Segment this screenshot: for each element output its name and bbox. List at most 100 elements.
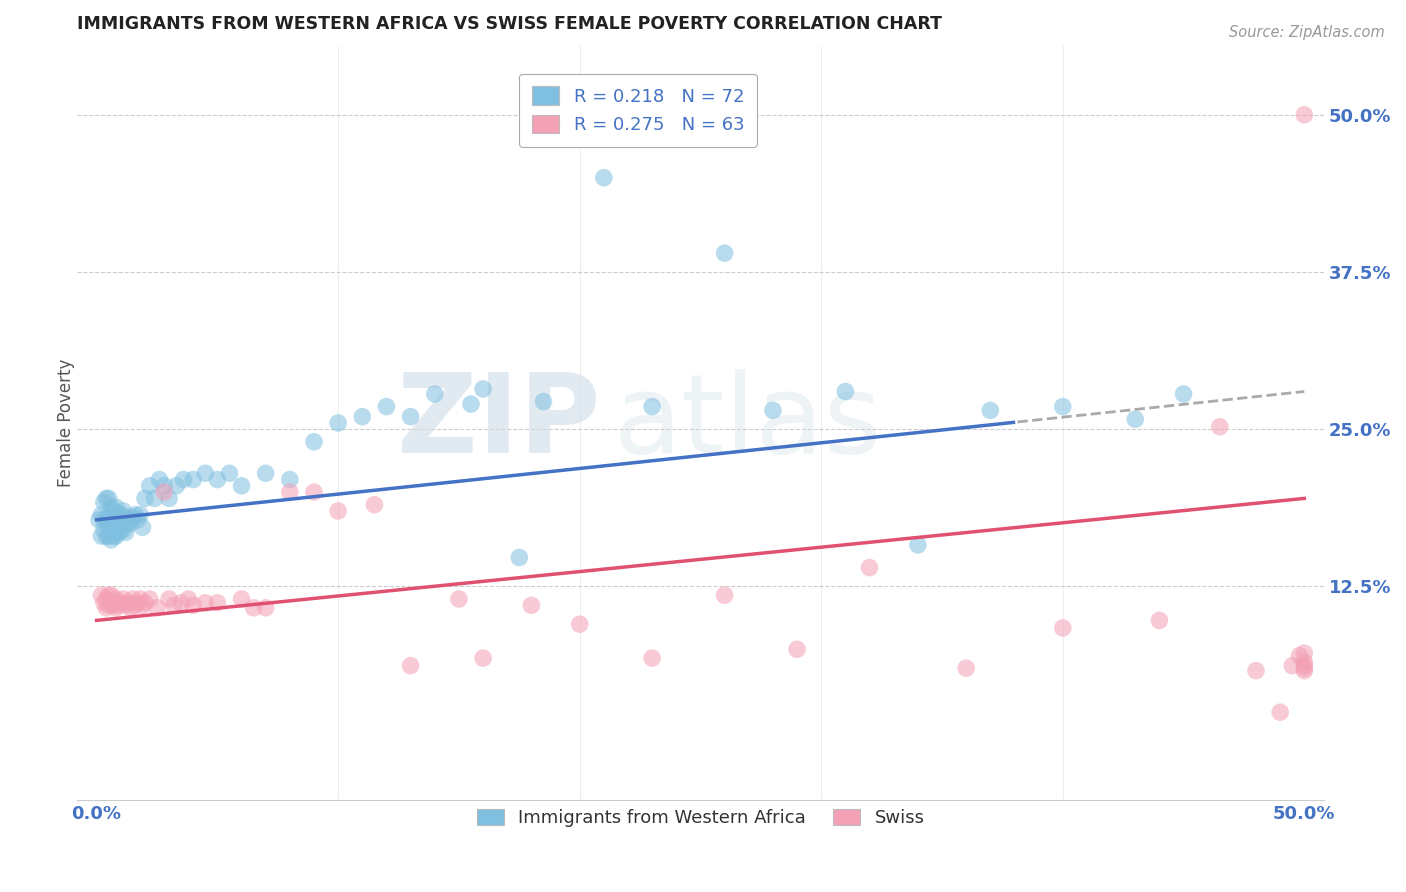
- Point: [207, 473, 229, 487]
- Text: atlas: atlas: [613, 369, 882, 476]
- Point: [1288, 648, 1310, 663]
- Point: [93, 495, 115, 509]
- Point: [121, 510, 143, 524]
- Point: [114, 510, 136, 524]
- Point: [104, 600, 127, 615]
- Point: [112, 523, 135, 537]
- Point: [207, 596, 229, 610]
- Point: [100, 533, 122, 547]
- Text: Source: ZipAtlas.com: Source: ZipAtlas.com: [1229, 25, 1385, 40]
- Point: [114, 525, 136, 540]
- Legend: Immigrants from Western Africa, Swiss: Immigrants from Western Africa, Swiss: [467, 800, 934, 837]
- Point: [218, 467, 240, 481]
- Point: [103, 529, 125, 543]
- Point: [254, 600, 277, 615]
- Point: [520, 599, 543, 613]
- Point: [762, 403, 785, 417]
- Point: [93, 513, 115, 527]
- Point: [93, 523, 115, 537]
- Point: [173, 473, 195, 487]
- Point: [120, 516, 142, 531]
- Point: [979, 403, 1001, 417]
- Point: [328, 504, 350, 518]
- Point: [96, 592, 118, 607]
- Point: [131, 520, 153, 534]
- Point: [107, 525, 129, 540]
- Point: [1294, 646, 1316, 660]
- Point: [955, 661, 977, 675]
- Point: [1244, 664, 1267, 678]
- Point: [148, 473, 170, 487]
- Point: [194, 596, 217, 610]
- Point: [97, 491, 120, 506]
- Point: [641, 400, 664, 414]
- Point: [110, 523, 132, 537]
- Point: [1294, 108, 1316, 122]
- Point: [103, 516, 125, 531]
- Point: [1294, 661, 1316, 675]
- Point: [127, 513, 149, 527]
- Point: [131, 599, 153, 613]
- Point: [302, 485, 325, 500]
- Point: [129, 592, 152, 607]
- Point: [1294, 664, 1316, 678]
- Point: [103, 504, 125, 518]
- Point: [1149, 613, 1171, 627]
- Point: [231, 592, 253, 607]
- Point: [112, 592, 135, 607]
- Point: [129, 508, 152, 522]
- Point: [146, 600, 169, 615]
- Point: [834, 384, 856, 399]
- Point: [104, 592, 127, 607]
- Point: [112, 504, 135, 518]
- Y-axis label: Female Poverty: Female Poverty: [58, 359, 75, 487]
- Point: [139, 479, 162, 493]
- Point: [96, 600, 118, 615]
- Point: [177, 592, 200, 607]
- Text: IMMIGRANTS FROM WESTERN AFRICA VS SWISS FEMALE POVERTY CORRELATION CHART: IMMIGRANTS FROM WESTERN AFRICA VS SWISS …: [77, 15, 942, 33]
- Point: [302, 434, 325, 449]
- Point: [592, 170, 614, 185]
- Point: [127, 596, 149, 610]
- Text: ZIP: ZIP: [398, 369, 600, 476]
- Point: [713, 588, 735, 602]
- Point: [103, 599, 125, 613]
- Point: [110, 508, 132, 522]
- Point: [124, 599, 146, 613]
- Point: [1268, 705, 1291, 719]
- Point: [97, 520, 120, 534]
- Point: [90, 529, 112, 543]
- Point: [181, 599, 204, 613]
- Point: [96, 491, 118, 506]
- Point: [110, 596, 132, 610]
- Point: [278, 485, 301, 500]
- Point: [153, 485, 176, 500]
- Point: [170, 596, 193, 610]
- Point: [254, 467, 277, 481]
- Point: [96, 513, 118, 527]
- Point: [104, 529, 127, 543]
- Point: [90, 508, 112, 522]
- Point: [97, 588, 120, 602]
- Point: [143, 491, 166, 506]
- Point: [375, 400, 398, 414]
- Point: [93, 596, 115, 610]
- Point: [1281, 658, 1303, 673]
- Point: [508, 550, 530, 565]
- Point: [97, 510, 120, 524]
- Point: [1052, 400, 1074, 414]
- Point: [100, 516, 122, 531]
- Point: [1052, 621, 1074, 635]
- Point: [97, 599, 120, 613]
- Point: [134, 491, 156, 506]
- Point: [460, 397, 482, 411]
- Point: [447, 592, 470, 607]
- Point: [1173, 387, 1195, 401]
- Point: [786, 642, 808, 657]
- Point: [117, 516, 139, 531]
- Point: [1294, 655, 1316, 669]
- Point: [163, 599, 186, 613]
- Point: [97, 529, 120, 543]
- Point: [96, 529, 118, 543]
- Point: [107, 599, 129, 613]
